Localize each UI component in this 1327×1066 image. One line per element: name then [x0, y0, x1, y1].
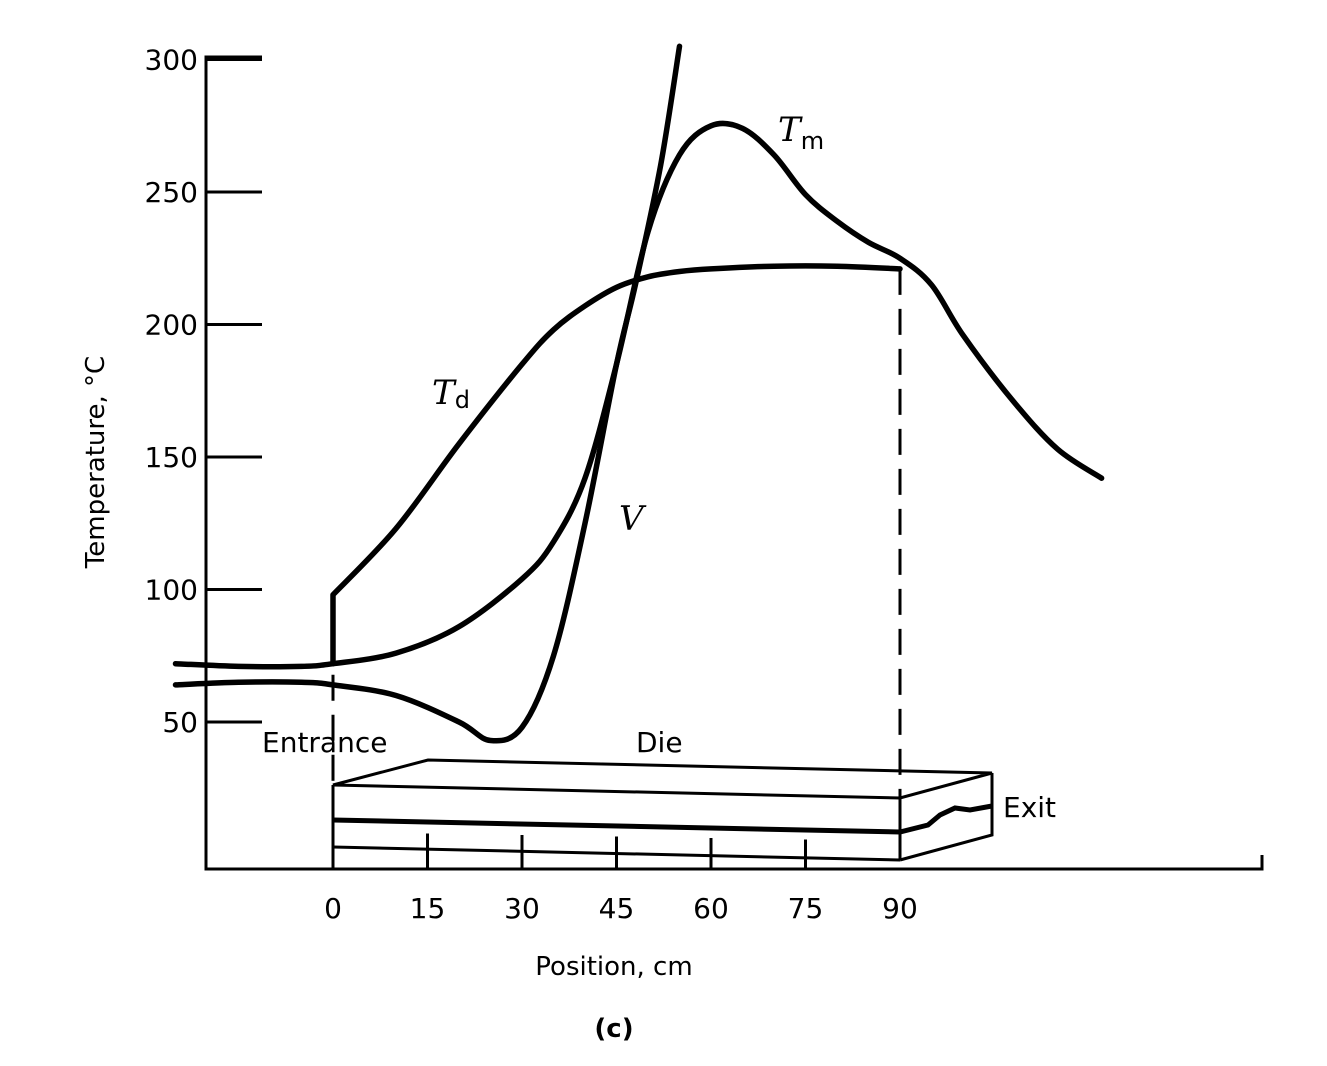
die-back-right-edge	[899, 773, 994, 862]
y-tick-label-300: 300	[145, 44, 198, 77]
series-label-v: V	[619, 499, 647, 539]
exit-label: Exit	[1003, 791, 1056, 824]
y-axis-line	[204, 55, 1264, 871]
figure-caption: (c)	[594, 1014, 633, 1044]
x-axis-title: Position, cm	[535, 952, 692, 982]
die-cavity-line	[332, 803, 993, 835]
series-label-td: Td	[432, 373, 470, 414]
y-tick-label-250: 250	[145, 176, 198, 209]
x-tick-label-90: 90	[882, 892, 918, 925]
y-axis-title: Temperature, °C	[81, 356, 111, 569]
series-line-v	[172, 43, 683, 744]
series-line-td	[330, 263, 903, 667]
x-tick-label-30: 30	[504, 892, 540, 925]
x-tick-label-75: 75	[788, 892, 824, 925]
y-tick-label-50: 50	[162, 706, 198, 739]
y-tick-label-100: 100	[145, 574, 198, 607]
y-axis-ticks: 50 100 150 200 250 300	[145, 44, 262, 739]
x-tick-label-60: 60	[693, 892, 729, 925]
entrance-label: Entrance	[262, 726, 387, 759]
die-top-face	[332, 758, 993, 800]
x-tick-label-45: 45	[599, 892, 635, 925]
die-label: Die	[636, 726, 683, 759]
x-tick-label-0: 0	[324, 892, 342, 925]
die-position-markers	[331, 268, 902, 798]
y-tick-label-150: 150	[145, 441, 198, 474]
data-series	[172, 43, 1105, 744]
x-axis-ticks: 0 15 30 45 60 75 90	[324, 833, 918, 925]
x-tick-label-15: 15	[410, 892, 446, 925]
series-label-tm: Tm	[778, 110, 824, 155]
y-tick-label-200: 200	[145, 309, 198, 342]
axes	[204, 55, 1264, 871]
die-bottom-line	[332, 845, 901, 862]
die-drawing	[331, 758, 994, 869]
series-line-tm	[172, 120, 1105, 670]
